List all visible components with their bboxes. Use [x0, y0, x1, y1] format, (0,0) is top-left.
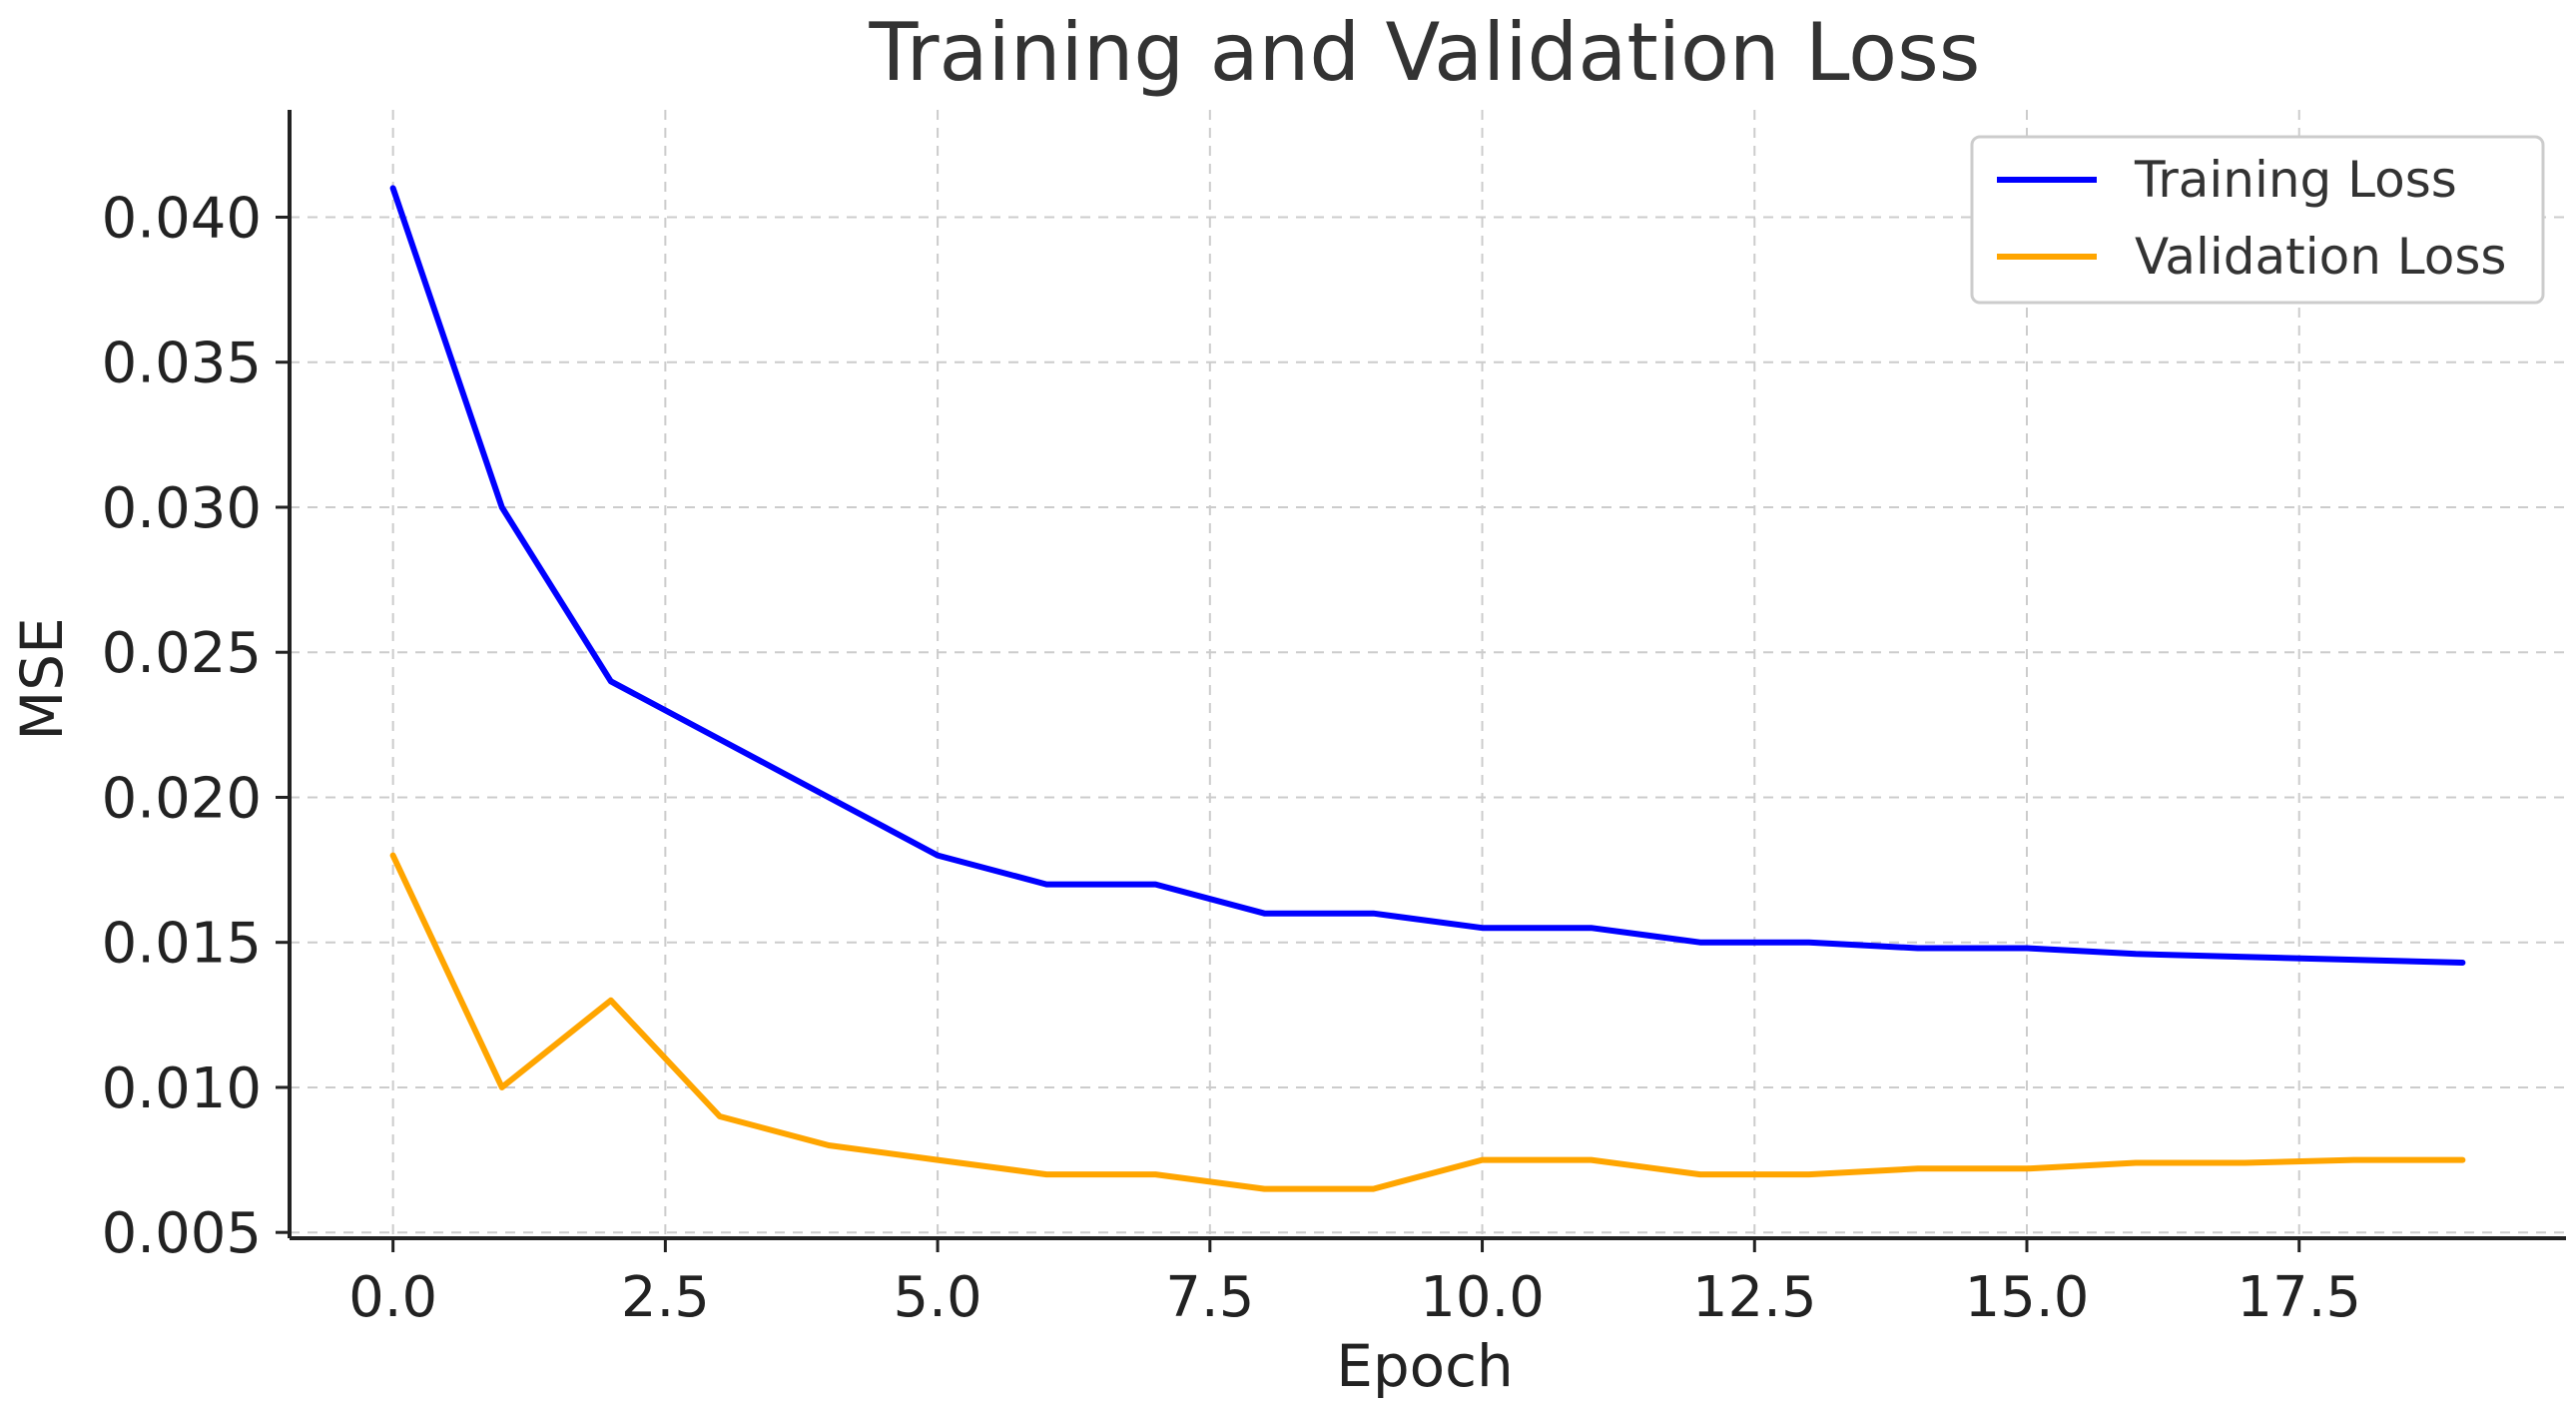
x-tick-label: 10.0	[1420, 1265, 1545, 1330]
legend-label-validation-loss: Validation Loss	[2135, 228, 2506, 286]
validation-loss-line	[389, 852, 2466, 1192]
x-tick-label: 0.0	[348, 1265, 437, 1330]
y-tick-label: 0.015	[102, 912, 262, 977]
x-tick-label: 7.5	[1165, 1265, 1254, 1330]
x-tick-label: 5.0	[894, 1265, 982, 1330]
x-tick-label: 12.5	[1692, 1265, 1817, 1330]
y-tick-label: 0.035	[102, 332, 262, 396]
y-tick-label: 0.005	[102, 1201, 262, 1266]
legend-box	[1970, 135, 2545, 305]
grid	[290, 110, 2566, 1238]
series	[389, 185, 2466, 1192]
y-tick-label: 0.010	[102, 1056, 262, 1121]
legend: Training Loss Validation Loss	[1970, 135, 2545, 305]
x-axis-label: Epoch	[1336, 1332, 1514, 1400]
x-tick-label: 17.5	[2237, 1265, 2361, 1330]
y-tick-label: 0.025	[102, 621, 262, 686]
training-loss-line	[389, 185, 2466, 966]
y-axis-label: MSE	[8, 617, 76, 741]
y-tick-label: 0.040	[102, 186, 262, 251]
y-tick-label: 0.030	[102, 476, 262, 541]
x-tick-label: 15.0	[1965, 1265, 2090, 1330]
x-tick-label: 2.5	[621, 1265, 710, 1330]
axes-spines	[288, 110, 2566, 1240]
legend-label-training-loss: Training Loss	[2134, 151, 2457, 209]
ticks: 0.0 2.5 5.0 7.5 10.0 12.5 15.0 17.5 0.005 0.010 0.…	[102, 186, 2361, 1330]
chart-title: Training and Validation Loss	[869, 6, 1981, 99]
y-tick-label: 0.020	[102, 766, 262, 831]
